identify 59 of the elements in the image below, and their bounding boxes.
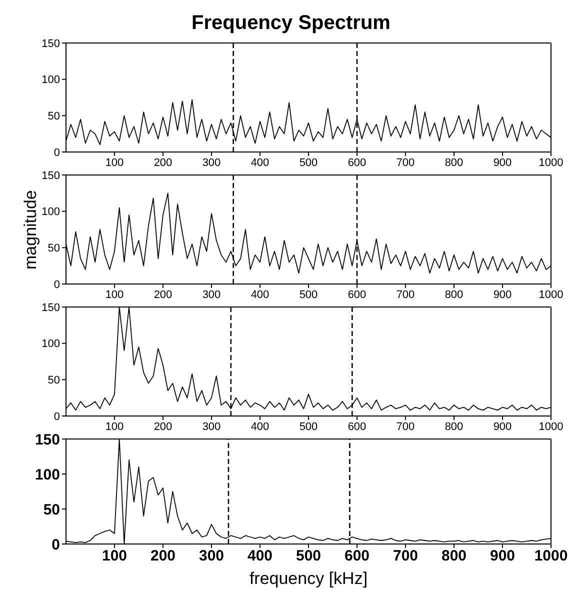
x-tick-label: 900	[493, 156, 512, 169]
x-tick-label: 200	[154, 156, 172, 169]
x-tick-label: 500	[299, 420, 318, 433]
x-tick-label: 800	[444, 420, 464, 433]
x-tick-label: 600	[348, 420, 366, 433]
x-tick-label: 1000	[538, 156, 564, 169]
x-tick-label: 800	[444, 156, 464, 169]
y-tick-label: 0	[54, 410, 60, 423]
x-axis-title: frequency [kHz]	[249, 569, 368, 588]
x-tick-label: 300	[198, 548, 224, 565]
x-tick-label: 200	[154, 288, 172, 301]
x-tick-label: 500	[296, 548, 322, 565]
x-tick-label: 100	[102, 548, 128, 565]
y-tick-label: 100	[42, 74, 60, 86]
x-tick-label: 700	[396, 420, 415, 433]
y-tick-label: 50	[48, 110, 60, 123]
x-tick-label: 300	[202, 288, 221, 301]
y-tick-label: 0	[54, 146, 60, 159]
x-tick-label: 500	[299, 288, 318, 301]
y-tick-label: 100	[42, 338, 60, 350]
y-tick-label: 150	[42, 170, 60, 182]
x-tick-label: 1000	[538, 288, 564, 301]
x-tick-label: 200	[154, 420, 172, 433]
x-tick-label: 800	[444, 288, 464, 301]
y-tick-label: 100	[42, 206, 60, 218]
x-tick-label: 900	[490, 548, 516, 565]
x-tick-label: 600	[348, 156, 366, 169]
x-tick-label: 700	[396, 288, 415, 301]
y-tick-label: 0	[54, 278, 60, 291]
x-tick-label: 100	[105, 288, 124, 301]
y-tick-label: 50	[48, 242, 60, 255]
y-tick-label: 150	[42, 38, 60, 50]
x-tick-label: 100	[105, 156, 124, 169]
x-tick-label: 900	[493, 420, 512, 433]
x-tick-label: 500	[299, 156, 318, 169]
x-tick-label: 700	[396, 156, 415, 169]
x-tick-label: 400	[250, 156, 270, 169]
y-tick-label: 50	[43, 501, 60, 518]
x-tick-label: 700	[392, 548, 418, 565]
x-tick-label: 600	[344, 548, 370, 565]
x-tick-label: 200	[150, 548, 176, 565]
x-tick-label: 300	[202, 420, 221, 433]
x-tick-label: 900	[493, 288, 512, 301]
x-tick-label: 600	[348, 288, 366, 301]
x-tick-label: 100	[105, 420, 124, 433]
x-tick-label: 400	[247, 548, 273, 565]
y-tick-label: 150	[34, 431, 60, 448]
x-tick-label: 300	[202, 156, 221, 169]
x-tick-label: 1000	[538, 420, 564, 433]
x-tick-label: 800	[441, 548, 467, 565]
y-tick-label: 100	[34, 466, 60, 484]
y-axis-title: magnitude	[21, 190, 40, 270]
x-tick-label: 1000	[534, 548, 568, 565]
x-tick-label: 400	[250, 420, 270, 433]
y-tick-label: 150	[42, 302, 60, 314]
chart-title: Frequency Spectrum	[190, 11, 392, 36]
y-tick-label: 50	[48, 374, 60, 387]
y-tick-label: 0	[52, 536, 60, 554]
x-tick-label: 400	[250, 288, 270, 301]
